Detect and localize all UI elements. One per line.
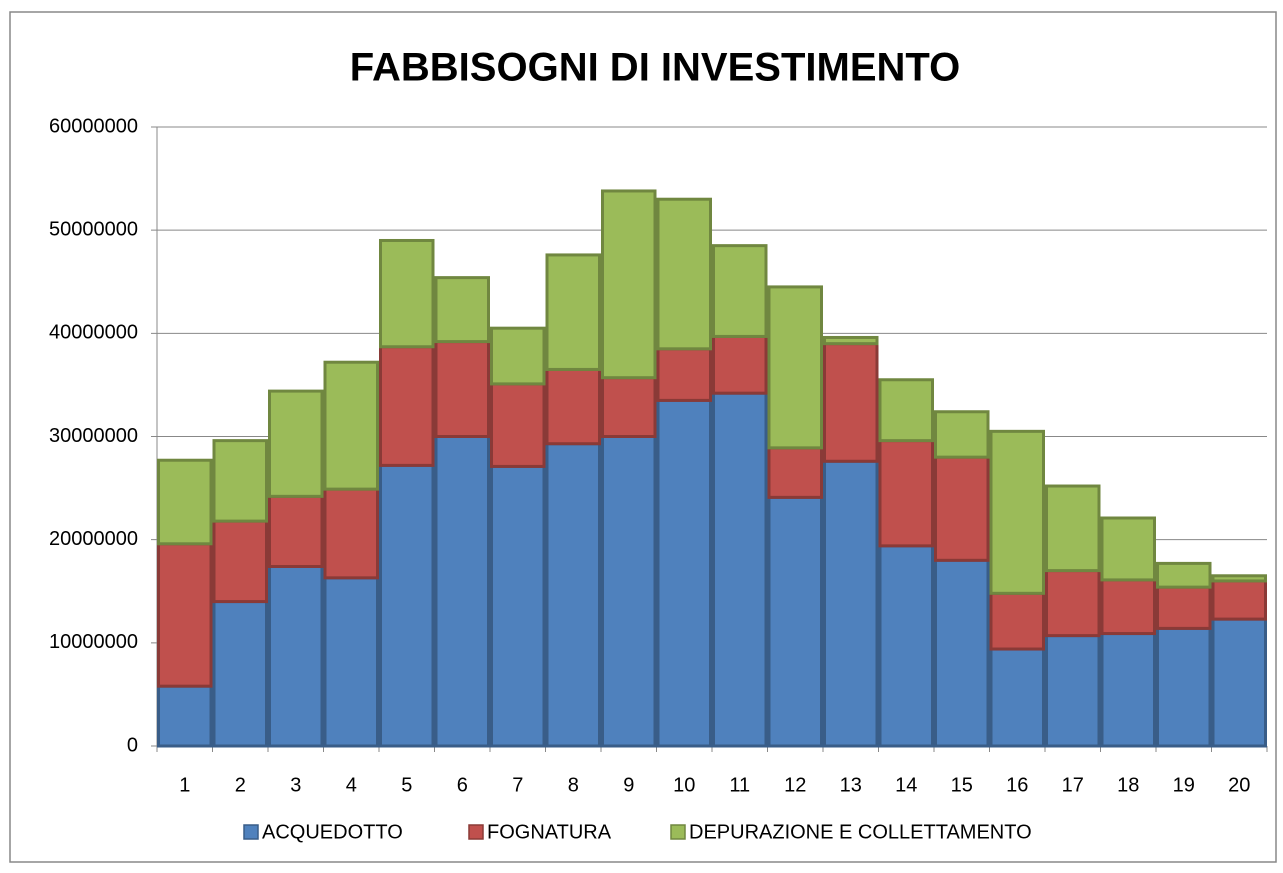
bar-segment	[434, 276, 490, 344]
bar-segment	[490, 326, 546, 386]
bar-segment	[767, 446, 823, 499]
y-tick-label: 0	[127, 734, 138, 756]
bar-segment	[989, 429, 1045, 595]
x-tick-label: 17	[1062, 774, 1084, 796]
x-tick-label: 7	[512, 774, 523, 796]
x-tick-label: 12	[784, 774, 806, 796]
bar-segment	[323, 576, 379, 748]
bar-segment	[1156, 561, 1212, 589]
legend-label: DEPURAZIONE E COLLETTAMENTO	[689, 821, 1032, 843]
y-tick-label: 30000000	[49, 425, 138, 447]
bar-segment	[434, 340, 490, 438]
bar-segment	[712, 244, 768, 338]
bar-segment	[1100, 632, 1156, 748]
x-tick-label: 2	[235, 774, 246, 796]
x-tick-label: 8	[568, 774, 579, 796]
x-tick-label: 4	[346, 774, 357, 796]
bar-segment	[1156, 585, 1212, 630]
bar-segment	[323, 360, 379, 491]
y-tick-label: 10000000	[49, 631, 138, 653]
bar-segment	[712, 334, 768, 395]
bar-segment	[434, 435, 490, 748]
bar-segment	[323, 487, 379, 580]
x-tick-label: 1	[179, 774, 190, 796]
bar-segment	[767, 285, 823, 450]
x-tick-label: 6	[457, 774, 468, 796]
bar-segment	[878, 378, 934, 443]
y-tick-label: 20000000	[49, 528, 138, 550]
x-tick-label: 5	[401, 774, 412, 796]
x-tick-label: 18	[1117, 774, 1139, 796]
x-tick-label: 19	[1173, 774, 1195, 796]
bar-segment	[212, 519, 268, 604]
bar-segment	[823, 342, 879, 463]
legend-label: ACQUEDOTTO	[262, 821, 403, 843]
bar-segment	[934, 410, 990, 459]
bar-segment	[545, 253, 601, 371]
bar-segment	[545, 367, 601, 446]
bar-segment	[601, 189, 657, 380]
x-tick-label: 13	[840, 774, 862, 796]
bar-segment	[268, 494, 324, 568]
bar-segment	[268, 389, 324, 498]
bar-segment	[656, 347, 712, 402]
bar-segment	[212, 600, 268, 748]
bar-segment	[157, 684, 213, 748]
bar-segment	[268, 564, 324, 748]
bar-segment	[601, 376, 657, 439]
bar-segment	[490, 382, 546, 468]
bar-segment	[1211, 579, 1267, 621]
x-tick-label: 11	[729, 774, 750, 796]
bar-segment	[656, 197, 712, 351]
bar-segment	[1211, 617, 1267, 748]
bar-segment	[1100, 516, 1156, 582]
x-tick-label: 16	[1006, 774, 1028, 796]
bar-segment	[1045, 484, 1101, 573]
bar-segment	[934, 455, 990, 562]
bar-segment	[823, 459, 879, 748]
bar-segment	[989, 591, 1045, 651]
bar-segment	[379, 345, 435, 467]
bar-segment	[1211, 574, 1267, 583]
bar-segment	[212, 439, 268, 523]
bar-segment	[545, 442, 601, 748]
legend-swatch	[670, 824, 686, 840]
bar-segment	[823, 335, 879, 346]
bar-segment	[878, 439, 934, 548]
y-tick-label: 40000000	[49, 322, 138, 344]
y-tick-label: 50000000	[49, 218, 138, 240]
y-tick-label: 60000000	[49, 115, 138, 137]
bar-segment	[934, 558, 990, 748]
bar-segment	[379, 238, 435, 349]
bar-segment	[712, 391, 768, 748]
legend-swatch	[243, 824, 259, 840]
x-tick-label: 10	[673, 774, 695, 796]
x-tick-label: 14	[895, 774, 917, 796]
bar-segment	[989, 647, 1045, 748]
bar-segment	[656, 398, 712, 748]
x-tick-label: 15	[951, 774, 973, 796]
bar-segment	[1156, 626, 1212, 748]
legend-label: FOGNATURA	[487, 821, 612, 843]
bar-segment	[1045, 569, 1101, 638]
bar-segment	[1100, 578, 1156, 636]
bar-segment	[767, 495, 823, 748]
bar-segment	[490, 464, 546, 748]
x-tick-label: 20	[1228, 774, 1250, 796]
chart-title: FABBISOGNI DI INVESTIMENTO	[350, 46, 960, 90]
bar-segment	[601, 435, 657, 748]
bar-segment	[379, 463, 435, 748]
x-tick-label: 9	[623, 774, 634, 796]
x-tick-label: 3	[290, 774, 301, 796]
bar-segment	[1045, 634, 1101, 748]
bar-segment	[157, 458, 213, 546]
bar-segment	[878, 544, 934, 748]
legend-swatch	[468, 824, 484, 840]
bar-segment	[157, 542, 213, 688]
